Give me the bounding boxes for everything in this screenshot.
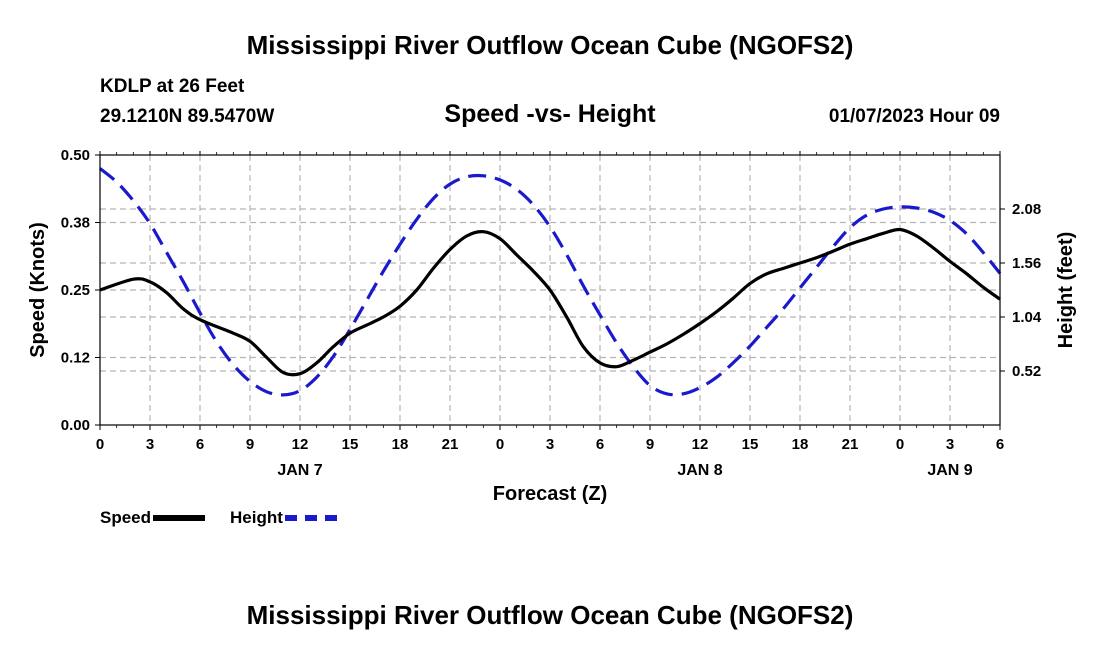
x-tick-label: 0	[896, 436, 904, 453]
x-tick-label: 0	[496, 436, 504, 453]
y-tick-label-left: 0.12	[61, 350, 90, 367]
x-tick-label: 3	[546, 436, 554, 453]
x-tick-label: 3	[946, 436, 954, 453]
x-tick-label: 9	[646, 436, 654, 453]
forecast-datetime: 01/07/2023 Hour 09	[828, 106, 1000, 127]
y-tick-label-left: 0.38	[61, 215, 90, 232]
x-tick-label: 6	[596, 436, 604, 453]
coordinates-label: 29.1210N 89.5470W	[100, 106, 275, 127]
footer-title: Mississippi River Outflow Ocean Cube (NG…	[246, 600, 854, 630]
y-axis-label-right: Height (feet)	[1055, 232, 1077, 349]
y-tick-label-left: 0.00	[61, 417, 90, 434]
station-label: KDLP at 26 Feet	[100, 76, 245, 97]
axis-ticks: 0 3 6 9 12 15 18 21 0 3 6 9 12 15 18 21 0 3 6 JAN 7 JAN 8 JAN…	[61, 147, 1042, 479]
y-tick-label-right: 0.52	[1012, 363, 1041, 380]
x-tick-label: 15	[342, 436, 359, 453]
chart-title: Mississippi River Outflow Ocean Cube (NG…	[246, 30, 854, 60]
legend-height: Height	[230, 508, 337, 528]
x-tick-label: 18	[792, 436, 809, 453]
x-tick-label: 3	[146, 436, 154, 453]
x-tick-label: 9	[246, 436, 254, 453]
grid	[100, 155, 1000, 425]
x-tick-label: 12	[692, 436, 709, 453]
y-tick-label-left: 0.50	[61, 147, 90, 164]
x-tick-label: 0	[96, 436, 104, 453]
legend-speed-label: Speed	[100, 508, 152, 527]
y-tick-label-right: 1.04	[1012, 309, 1042, 326]
x-tick-label: 6	[196, 436, 204, 453]
x-axis-label: Forecast (Z)	[493, 483, 607, 505]
y-tick-label-right: 2.08	[1012, 201, 1041, 218]
x-tick-label: 15	[742, 436, 759, 453]
legend-height-label: Height	[230, 508, 283, 527]
day-label: JAN 7	[277, 462, 322, 479]
x-tick-label: 18	[392, 436, 409, 453]
series-lines	[98, 167, 1002, 397]
x-tick-label: 6	[996, 436, 1004, 453]
x-tick-label: 12	[292, 436, 309, 453]
legend-height-swatch	[284, 515, 337, 521]
day-label: JAN 8	[677, 462, 722, 479]
y-tick-label-left: 0.25	[61, 282, 90, 299]
y-axis-label-left: Speed (Knots)	[27, 222, 49, 358]
chart-subtitle: Speed -vs- Height	[444, 100, 656, 128]
x-tick-label: 21	[442, 436, 459, 453]
legend-speed: Speed	[100, 508, 206, 528]
day-label: JAN 9	[927, 462, 972, 479]
y-tick-label-right: 1.56	[1012, 255, 1041, 272]
legend-speed-swatch	[153, 515, 206, 521]
x-tick-label: 21	[842, 436, 859, 453]
series-speed-line	[99, 227, 1001, 377]
